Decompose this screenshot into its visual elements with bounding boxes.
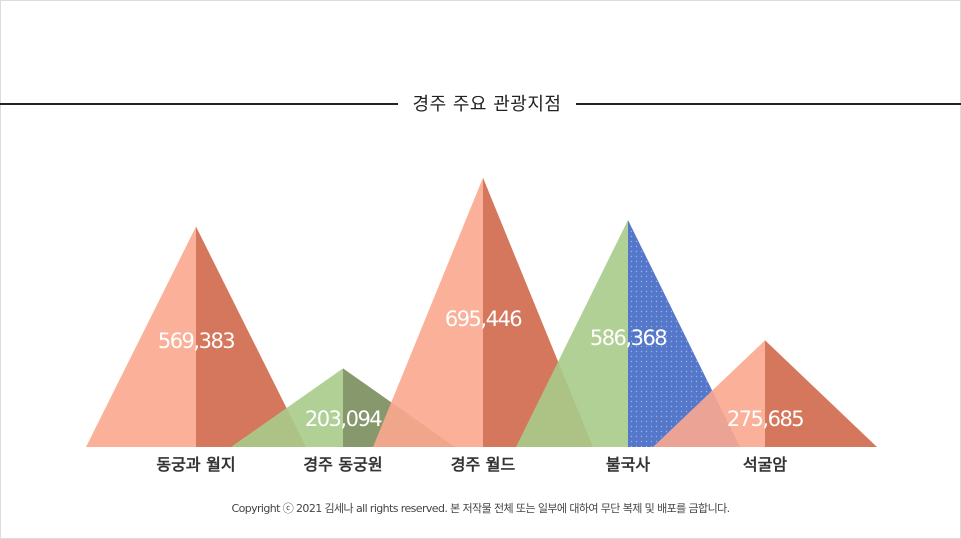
category-label: 경주 동궁원 — [303, 455, 382, 474]
value-label: 203,094 — [305, 407, 382, 431]
triangle-left-half — [231, 368, 343, 447]
value-label: 586,368 — [590, 326, 666, 350]
triangle-left-half — [653, 340, 765, 447]
chart-title: 경주 주요 관광지점 — [412, 94, 562, 115]
value-label: 275,685 — [727, 407, 803, 431]
category-label: 경주 월드 — [451, 455, 516, 474]
title-rule-right — [576, 103, 961, 105]
triangle-right-half — [196, 226, 306, 447]
title-row: 경주 주요 관광지점 — [0, 88, 961, 118]
triangle-mark — [653, 340, 877, 447]
triangle-mark — [516, 220, 740, 447]
triangle-mark — [86, 226, 306, 447]
triangle-right-half — [765, 340, 877, 447]
category-label: 불국사 — [606, 455, 650, 474]
category-label: 석굴암 — [743, 455, 787, 474]
triangle-left-half — [373, 177, 483, 448]
category-label: 동궁과 월지 — [156, 455, 235, 474]
value-label: 569,383 — [158, 329, 234, 353]
copyright-footer: Copyright ⓒ 2021 김세나 all rights reserved… — [231, 502, 730, 515]
value-label: 695,446 — [445, 307, 522, 331]
triangle-left-half — [86, 226, 196, 447]
triangle-left-half — [516, 220, 628, 447]
title-rule-left — [0, 103, 398, 105]
triangle-right-half — [628, 220, 740, 447]
